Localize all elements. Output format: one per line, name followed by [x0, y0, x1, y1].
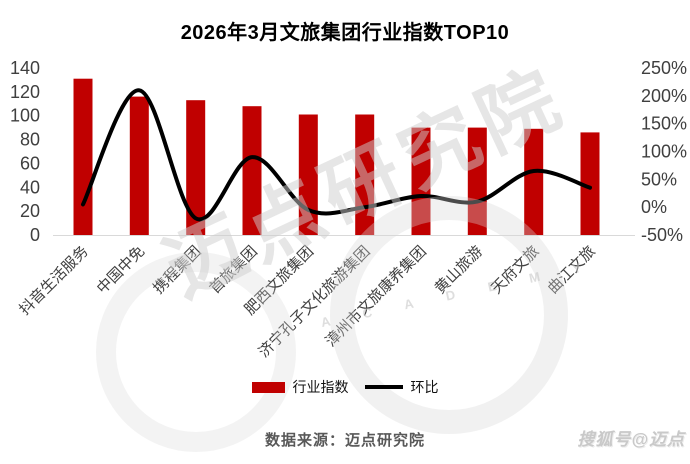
left-axis-tick: 80 — [20, 130, 40, 150]
industry-index-bar — [524, 128, 544, 235]
industry-index-bar — [355, 114, 375, 235]
left-axis-tick: 140 — [10, 58, 40, 78]
chart-legend: 行业指数 环比 — [0, 377, 690, 397]
category-label: 首旅集团 — [206, 243, 260, 297]
industry-index-bar — [242, 106, 262, 235]
left-axis-tick: 60 — [20, 153, 40, 173]
industry-index-bar — [186, 100, 206, 235]
bar-swatch-icon — [251, 381, 285, 393]
right-axis-tick: -50% — [641, 225, 683, 245]
right-axis-tick: 0% — [641, 197, 667, 217]
industry-index-bar — [580, 132, 600, 235]
category-label: 济宁孔子文化旅游集团 — [255, 243, 373, 361]
category-label: 黄山旅游 — [432, 243, 486, 297]
industry-index-bar — [411, 127, 431, 235]
left-axis-tick: 40 — [20, 177, 40, 197]
legend-item-mom-change: 环比 — [364, 377, 439, 397]
mom-change-line — [81, 88, 592, 222]
category-label: 中国中免 — [94, 243, 148, 297]
left-axis-tick: 120 — [10, 82, 40, 102]
data-source: 数据来源：迈点研究院 — [264, 432, 425, 449]
right-axis-tick: 50% — [641, 169, 677, 189]
industry-index-bar — [298, 114, 318, 235]
sohu-handle-watermark: 搜狐号@迈点 — [577, 430, 685, 449]
category-label: 抖音生活服务 — [16, 243, 92, 319]
line-swatch-icon — [364, 385, 403, 389]
legend-label: 环比 — [410, 379, 439, 395]
left-axis-tick: 100 — [10, 106, 40, 126]
right-axis-tick: 100% — [641, 142, 687, 162]
legend-item-industry-index: 行业指数 — [251, 377, 349, 397]
category-label: 曲江文旅 — [544, 243, 598, 297]
category-label: 漳州市文旅康养集团 — [322, 242, 430, 350]
left-axis-tick: 20 — [20, 201, 40, 221]
right-axis-tick: 200% — [641, 86, 687, 106]
legend-label: 行业指数 — [292, 379, 349, 395]
right-axis-tick: 150% — [641, 114, 687, 134]
chart-title: 2026年3月文旅集团行业指数TOP10 — [180, 22, 510, 44]
industry-index-bar — [129, 96, 149, 235]
category-label: 天府文旅 — [488, 243, 542, 297]
left-axis-tick: 0 — [30, 225, 40, 245]
category-label: 携程集团 — [150, 243, 204, 297]
industry-index-bar — [73, 78, 93, 235]
right-axis-tick: 250% — [641, 58, 687, 78]
industry-index-bar — [467, 127, 487, 235]
